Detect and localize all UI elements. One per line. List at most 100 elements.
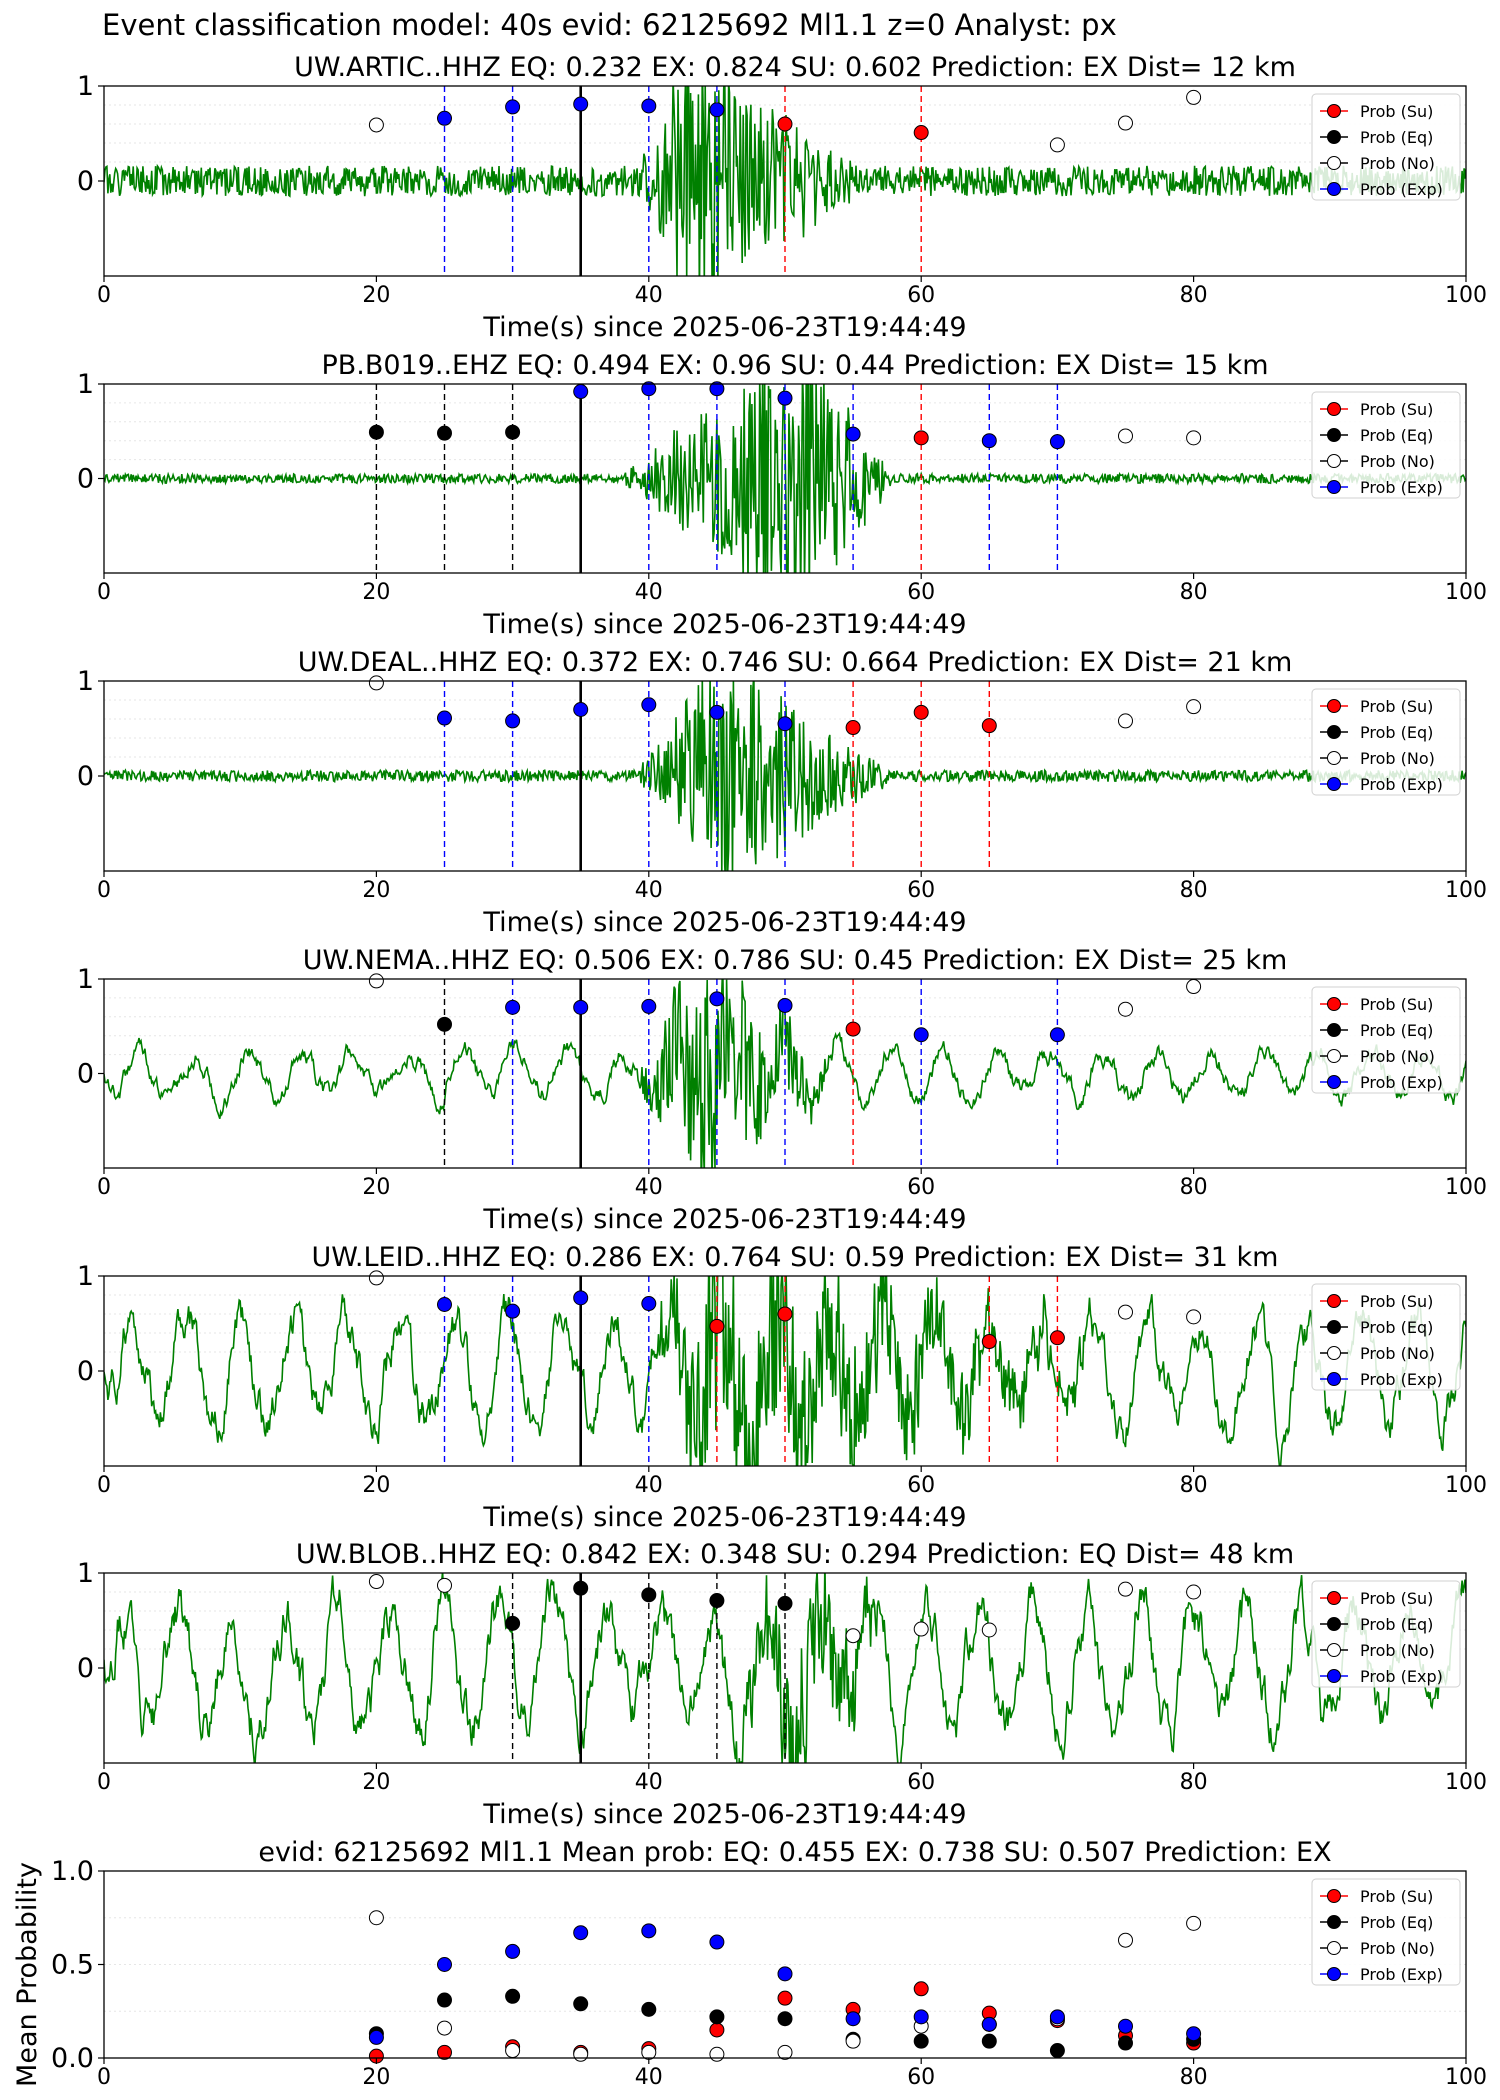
prob-point-no <box>1186 979 1202 995</box>
prob-point-exp <box>777 716 793 732</box>
legend-marker-eq <box>1327 130 1341 144</box>
x-tick-label: 80 <box>1180 1175 1208 1200</box>
legend-label: Prob (No) <box>1360 1344 1435 1363</box>
x-tick-label: 20 <box>362 1175 390 1200</box>
mean-point-exp <box>981 2016 997 2032</box>
panel-1: 0 20 40 60 80 100 1 0 UW.ARTIC..HHZ EQ: 0.232 EX… <box>77 52 1487 343</box>
prob-point-su <box>913 125 929 141</box>
x-tick-label: 20 <box>362 1473 390 1498</box>
legend-marker-exp <box>1327 777 1341 791</box>
mean-point-no <box>845 2033 861 2049</box>
x-tick-label: 40 <box>635 283 663 308</box>
mean-point-eq <box>709 2009 725 2025</box>
mean-point-exp <box>641 1923 657 1939</box>
mean-point-exp <box>368 2029 384 2045</box>
legend-box <box>1311 1283 1461 1391</box>
legend-label: Prob (No) <box>1360 1939 1435 1958</box>
mean-point-no <box>573 2046 589 2062</box>
prob-point-exp <box>505 99 521 115</box>
prob-point-eq <box>777 1595 793 1611</box>
legend-marker-eq <box>1327 725 1341 739</box>
legend-label: Prob (Eq) <box>1360 1021 1433 1040</box>
prob-point-eq <box>368 424 384 440</box>
legend-label: Prob (Exp) <box>1360 180 1443 199</box>
panel-title: evid: 62125692 Ml1.1 Mean prob: EQ: 0.45… <box>258 1837 1331 1868</box>
y-tick-label: 0.5 <box>51 1950 94 1981</box>
figure-title: Event classification model: 40s evid: 62… <box>102 8 1117 42</box>
mean-point-eq <box>913 2033 929 2049</box>
x-tick-label: 0 <box>97 878 111 903</box>
legend-label: Prob (Eq) <box>1360 723 1433 742</box>
prob-point-eq <box>641 1587 657 1603</box>
legend-label: Prob (Exp) <box>1360 1370 1443 1389</box>
prob-point-su <box>845 1021 861 1037</box>
legend-marker-su <box>1327 1889 1341 1903</box>
x-tick-label: 100 <box>1445 1770 1487 1795</box>
y-tick-label: 1 <box>77 71 94 102</box>
mean-point-no <box>709 2046 725 2062</box>
mean-point-eq <box>641 2001 657 2017</box>
legend-marker-su <box>1327 1591 1341 1605</box>
x-tick-label: 40 <box>635 1175 663 1200</box>
legend-marker-su <box>1327 699 1341 713</box>
mean-point-no <box>641 2044 657 2060</box>
mean-point-no <box>777 2044 793 2060</box>
y-tick-label: 1.0 <box>51 1856 94 1887</box>
mean-point-exp <box>777 1966 793 1982</box>
legend-label: Prob (Exp) <box>1360 1965 1443 1984</box>
legend-label: Prob (No) <box>1360 452 1435 471</box>
x-tick-label: 80 <box>1180 2065 1208 2090</box>
mean-point-exp <box>437 1957 452 1972</box>
legend: Prob (Su) Prob (Eq) Prob (No) Prob (Exp) <box>1311 93 1461 201</box>
mean-point-no <box>368 1910 384 1926</box>
prob-point-no <box>1118 1001 1133 1017</box>
x-tick-label: 0 <box>97 2065 111 2090</box>
x-tick-label: 100 <box>1445 878 1487 903</box>
prob-point-su <box>709 1318 725 1334</box>
mean-point-eq <box>505 1988 521 2004</box>
x-axis-label: Time(s) since 2025-06-23T19:44:49 <box>482 609 966 640</box>
prob-point-su <box>777 116 793 132</box>
prob-point-no <box>368 973 384 989</box>
legend-marker-no <box>1327 1643 1341 1657</box>
legend-label: Prob (Su) <box>1360 400 1433 419</box>
x-tick-label: 0 <box>97 283 111 308</box>
panel-title: UW.DEAL..HHZ EQ: 0.372 EX: 0.746 SU: 0.6… <box>298 647 1293 678</box>
prob-point-eq <box>505 1615 521 1631</box>
y-tick-label: 1 <box>77 369 94 400</box>
legend: Prob (Su) Prob (Eq) Prob (No) Prob (Exp) <box>1311 688 1461 796</box>
panel-2: 0 20 40 60 80 100 1 0 PB.B019..EHZ EQ: 0.494 EX:… <box>77 350 1487 640</box>
prob-point-exp <box>709 381 725 397</box>
legend-marker-su <box>1327 1294 1341 1308</box>
x-tick-label: 40 <box>635 878 663 903</box>
prob-point-exp <box>641 998 657 1014</box>
x-tick-label: 0 <box>97 1473 111 1498</box>
legend-marker-no <box>1327 751 1341 765</box>
panel-3: 0 20 40 60 80 100 1 0 UW.DEAL..HHZ EQ: 0.372 EX:… <box>77 647 1487 938</box>
prob-point-su <box>913 430 929 446</box>
prob-point-eq <box>573 1580 589 1596</box>
legend: Prob (Su) Prob (Eq) Prob (No) Prob (Exp) <box>1311 1283 1461 1391</box>
prob-point-eq <box>505 424 521 440</box>
prob-point-eq <box>437 1016 452 1032</box>
prob-point-exp <box>845 426 861 442</box>
x-axis-label: Time(s) since 2025-06-23T19:44:49 <box>482 1204 966 1235</box>
mean-point-eq <box>573 1996 589 2012</box>
mean-point-no <box>437 2020 452 2036</box>
legend-marker-su <box>1327 104 1341 118</box>
legend-label: Prob (Eq) <box>1360 1318 1433 1337</box>
legend-label: Prob (Su) <box>1360 697 1433 716</box>
x-tick-label: 60 <box>907 1175 935 1200</box>
prob-point-no <box>845 1628 861 1644</box>
x-axis-label: Time(s) since 2025-06-23T19:44:49 <box>482 907 966 938</box>
x-tick-label: 80 <box>1180 1473 1208 1498</box>
legend-marker-no <box>1327 1941 1341 1955</box>
x-axis-label: Time(s) since 2025-06-23T19:44:49 <box>482 1799 966 1830</box>
prob-point-no <box>1118 1304 1133 1320</box>
legend-marker-exp <box>1327 1967 1341 1981</box>
prob-point-exp <box>913 1027 929 1043</box>
panel-4: 0 20 40 60 80 100 1 0 UW.NEMA..HHZ EQ: 0.506 EX:… <box>77 945 1487 1235</box>
y-tick-label: 0 <box>77 1653 94 1684</box>
legend-label: Prob (Eq) <box>1360 128 1433 147</box>
